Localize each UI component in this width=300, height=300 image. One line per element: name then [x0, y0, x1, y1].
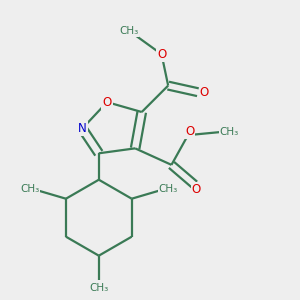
- Text: O: O: [102, 96, 112, 109]
- Text: CH₃: CH₃: [119, 26, 138, 36]
- Text: CH₃: CH₃: [89, 283, 108, 293]
- Text: O: O: [185, 125, 194, 138]
- Text: N: N: [78, 122, 87, 135]
- Text: O: O: [192, 183, 201, 196]
- Text: CH₃: CH₃: [220, 127, 239, 137]
- Text: O: O: [157, 48, 166, 61]
- Text: CH₃: CH₃: [158, 184, 178, 194]
- Text: CH₃: CH₃: [20, 184, 39, 194]
- Text: O: O: [200, 86, 209, 99]
